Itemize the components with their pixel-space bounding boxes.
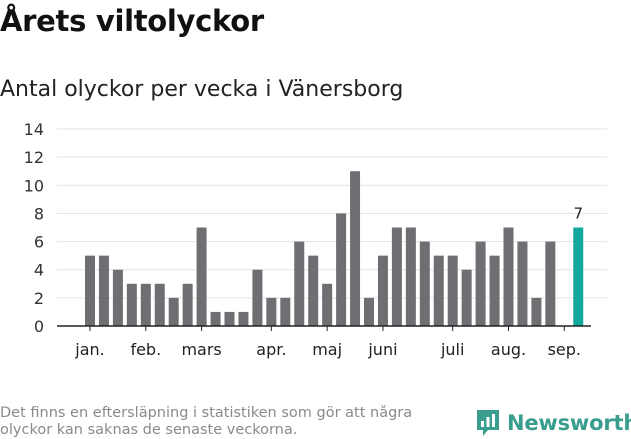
bar xyxy=(168,297,179,326)
bar xyxy=(545,241,556,326)
chart-title: Årets viltolyckor xyxy=(0,4,264,38)
bar xyxy=(280,297,291,326)
bar xyxy=(461,269,472,326)
x-tick-label: maj xyxy=(312,340,342,359)
y-tick-label: 14 xyxy=(24,120,44,139)
bar xyxy=(475,241,486,326)
bar-data-label: 7 xyxy=(573,205,583,223)
bar xyxy=(489,255,500,326)
footnote: Det finns en eftersläpning i statistiken… xyxy=(0,405,455,439)
x-tick-label: mars xyxy=(181,340,221,359)
y-tick-label: 2 xyxy=(34,289,44,308)
bar xyxy=(531,297,542,326)
chart-subtitle: Antal olyckor per vecka i Vänersborg xyxy=(0,77,404,102)
bar xyxy=(140,283,151,326)
bar xyxy=(364,297,374,326)
bar xyxy=(85,255,95,326)
y-tick-label: 12 xyxy=(24,148,44,167)
bar xyxy=(350,171,361,326)
bar xyxy=(224,311,235,326)
bar xyxy=(391,227,402,326)
y-tick-label: 4 xyxy=(34,261,44,280)
bars: 7 xyxy=(85,171,584,326)
y-tick-label: 0 xyxy=(34,317,44,336)
bar xyxy=(433,255,444,326)
bar xyxy=(405,227,416,326)
bar-chart: 0 2 4 6 8 10 12 14 7 jan. feb. mars apr. maj juni jul… xyxy=(24,120,607,359)
bar-highlight xyxy=(573,227,584,326)
x-tick-label: apr. xyxy=(256,340,286,359)
bar xyxy=(154,283,165,326)
bar xyxy=(322,283,333,326)
y-tick-label: 10 xyxy=(24,176,44,195)
bar xyxy=(517,241,528,326)
x-tick-label: juni xyxy=(367,340,397,359)
bar xyxy=(238,311,249,326)
bar xyxy=(126,283,137,326)
bar xyxy=(294,241,305,326)
bar xyxy=(308,255,319,326)
x-tick-label: jan. xyxy=(74,340,104,359)
bar xyxy=(336,213,347,326)
bar xyxy=(210,311,221,326)
bar xyxy=(503,227,514,326)
bar xyxy=(252,269,263,326)
bar xyxy=(196,227,207,326)
bar xyxy=(447,255,458,326)
bar xyxy=(266,297,277,326)
brand-logo[interactable]: Newsworthy xyxy=(475,408,631,438)
x-tick-label: feb. xyxy=(130,340,161,359)
y-tick-label: 8 xyxy=(34,204,44,223)
x-axis: jan. feb. mars apr. maj juni juli aug. sep. xyxy=(57,325,591,359)
bar xyxy=(419,241,430,326)
x-tick-label: sep. xyxy=(548,340,581,359)
bar xyxy=(377,255,388,326)
brand-name: Newsworthy xyxy=(507,411,631,435)
bar xyxy=(112,269,123,326)
footnote-line-2: olyckor kan saknas de senaste veckorna. xyxy=(0,422,298,438)
bar xyxy=(98,255,109,326)
newsworthy-logo-icon xyxy=(477,410,499,436)
x-tick-label: aug. xyxy=(491,340,526,359)
bar xyxy=(182,283,193,326)
y-axis: 0 2 4 6 8 10 12 14 xyxy=(24,120,44,336)
x-tick-label: juli xyxy=(440,340,464,359)
y-tick-label: 6 xyxy=(34,233,44,252)
footnote-line-1: Det finns en eftersläpning i statistiken… xyxy=(0,405,413,421)
